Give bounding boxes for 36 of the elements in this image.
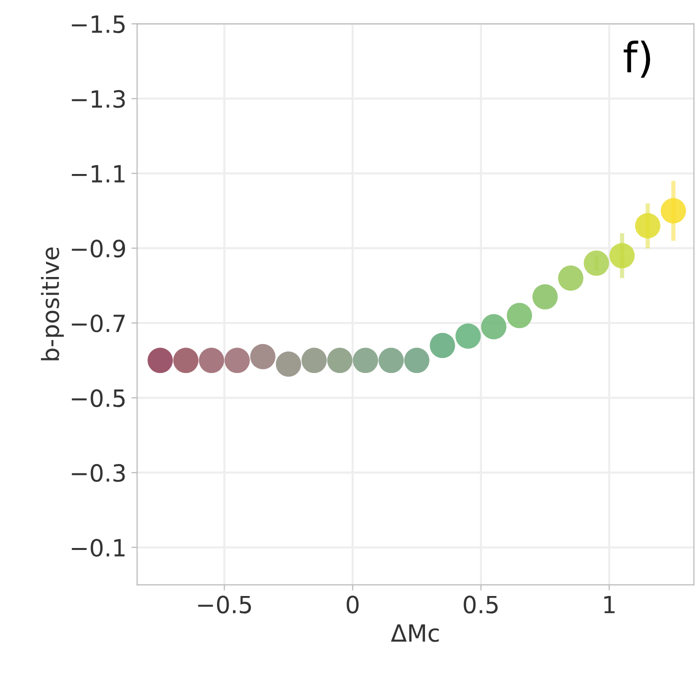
point <box>635 213 660 238</box>
x-tick-label: 0 <box>346 596 359 614</box>
point <box>532 284 558 310</box>
x-tick-label: 0.5 <box>464 596 498 614</box>
annotation: f) <box>624 40 650 78</box>
point <box>302 348 327 374</box>
point <box>173 348 198 374</box>
x-tick-label: −0.5 <box>198 596 251 614</box>
x-axis-title: ΔMc <box>390 624 439 642</box>
y-tick-label: −1.3 <box>72 90 125 108</box>
point <box>198 348 224 374</box>
point <box>455 323 481 349</box>
point <box>224 348 250 374</box>
point <box>404 348 430 374</box>
y-tick-label: −1.5 <box>72 16 125 34</box>
point <box>660 198 686 224</box>
point <box>327 348 352 374</box>
point <box>148 348 173 374</box>
y-tick-label: −0.7 <box>72 314 125 332</box>
y-tick-label: −0.1 <box>72 538 125 557</box>
point <box>250 344 276 370</box>
y-tick-label: −0.3 <box>72 464 125 482</box>
y-axis-title: b-positive <box>40 248 64 360</box>
point <box>430 332 456 358</box>
point <box>506 302 532 328</box>
point <box>276 352 302 377</box>
point <box>481 314 506 340</box>
x-tick-label: 1 <box>604 596 615 614</box>
y-tick-label: −0.9 <box>72 240 126 258</box>
point <box>609 243 635 268</box>
point <box>558 266 584 291</box>
point <box>584 250 610 276</box>
y-tick-label: −0.5 <box>72 389 125 408</box>
point <box>378 348 404 374</box>
point <box>352 348 378 374</box>
y-tick-label: −1.1 <box>72 165 125 182</box>
